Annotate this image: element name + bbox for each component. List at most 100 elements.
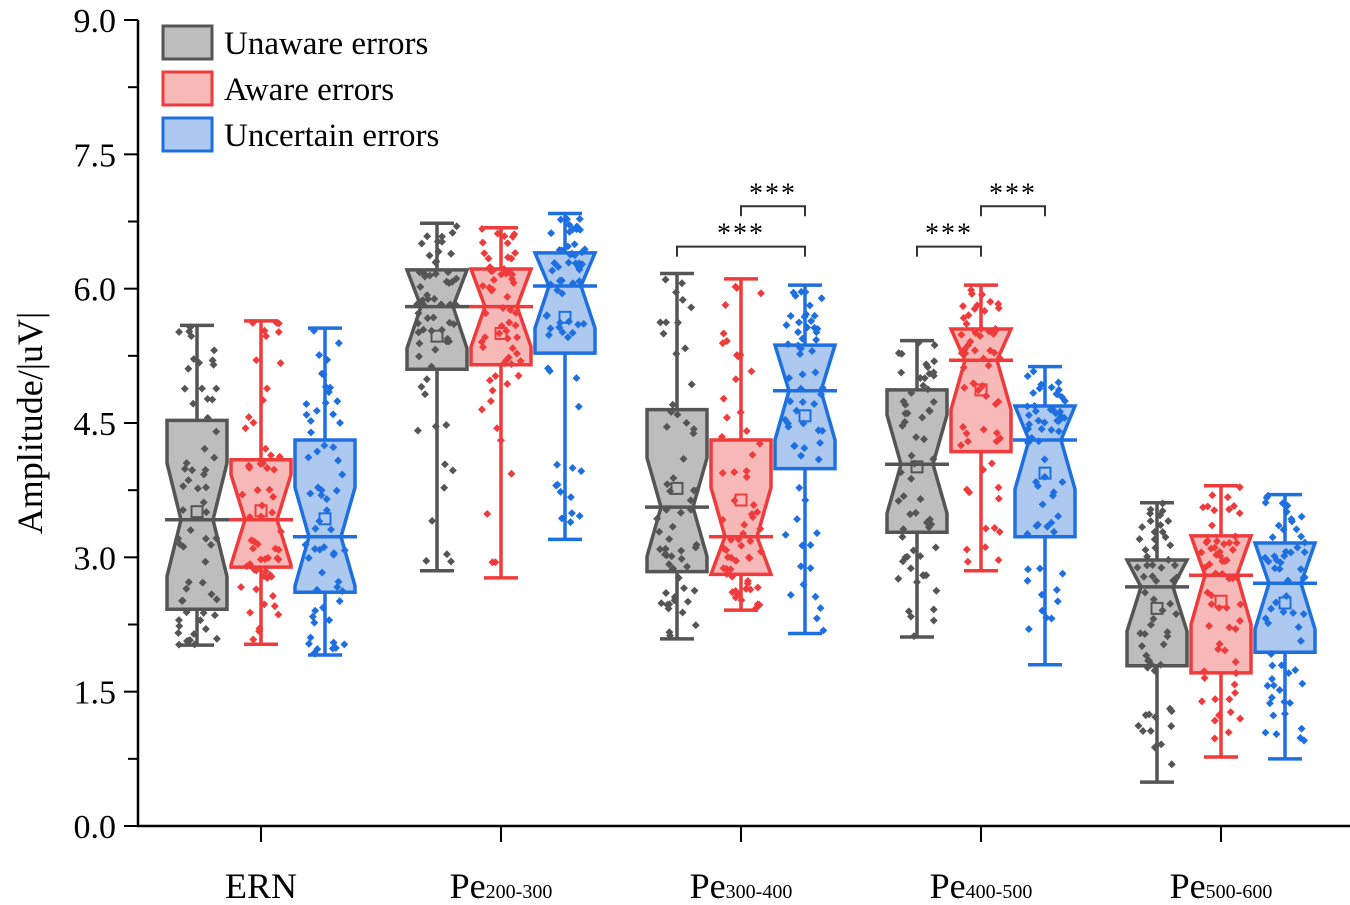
data-point [497,270,506,279]
data-point [989,329,998,338]
data-point [686,496,695,505]
data-point [554,262,563,271]
data-point [678,608,687,617]
data-point [440,483,449,492]
data-point [686,505,695,514]
data-point [660,550,669,559]
data-point [894,496,903,505]
data-point [793,515,802,524]
data-point [190,640,199,649]
data-point [1272,730,1281,739]
data-point [317,491,326,500]
data-point [414,328,423,337]
data-point [894,574,903,583]
mean-marker [1150,601,1164,615]
data-point [546,324,555,333]
data-point [437,300,446,309]
data-point [672,288,680,297]
data-point [805,301,814,310]
data-point [241,424,250,433]
data-point [178,596,186,605]
data-point [306,428,315,437]
data-point [276,359,285,368]
data-point [919,571,928,580]
data-point [500,265,509,274]
mean-marker [558,310,572,324]
significance-label: *** [717,219,765,250]
data-point [422,556,431,565]
data-point [1158,499,1167,508]
significance-bracket: *** [740,178,806,217]
data-point [212,634,221,643]
data-point [321,382,330,391]
data-point [1261,728,1270,737]
data-point [913,578,921,587]
data-point [736,408,745,417]
data-point [414,309,423,318]
data-point [415,268,424,277]
data-point [723,553,732,562]
data-point [301,540,310,549]
data-point [962,429,971,438]
data-point [1037,380,1046,389]
data-point [478,281,487,290]
data-point [1230,502,1238,510]
data-point [438,232,446,241]
data-point [807,317,816,326]
data-point [794,318,803,327]
data-point [552,481,561,490]
data-point [781,530,790,539]
data-point [740,520,749,529]
data-point [1167,760,1176,769]
data-point [413,426,422,435]
data-point [338,587,347,595]
data-point [237,583,245,592]
data-point [503,292,512,301]
y-tick-label: 9.0 [74,3,117,40]
data-point [897,368,906,377]
data-point [179,506,187,514]
data-point [657,599,666,608]
box-unaware-errors [885,338,949,641]
y-tick-label: 3.0 [74,540,117,577]
data-point [253,540,262,549]
data-point [718,469,727,477]
data-point [669,474,678,483]
box-aware-errors [948,283,1014,573]
data-point [1037,425,1046,433]
data-point [444,268,453,277]
data-point [718,515,727,524]
data-point [572,374,581,383]
data-point [990,524,999,532]
data-point [424,295,433,304]
data-point [1211,569,1220,578]
data-point [970,346,979,355]
data-point [425,251,434,260]
data-point [737,541,746,550]
data-point [422,375,431,384]
data-point [719,394,728,403]
data-point [1042,613,1051,622]
data-point [785,374,793,382]
data-point [274,319,283,328]
data-point [311,606,320,615]
data-point [800,444,809,453]
box-aware-errors [229,318,293,646]
data-point [931,543,940,552]
data-point [493,424,501,433]
data-point [276,527,285,536]
data-point [1226,708,1235,717]
data-point [310,326,318,335]
data-point [1225,695,1234,704]
data-point [567,509,576,518]
data-point [727,535,735,544]
data-point [896,468,905,477]
data-point [806,564,815,573]
data-point [1269,711,1278,720]
data-point [994,483,1003,492]
significance-bracket: *** [676,219,806,257]
data-point [304,554,313,562]
data-point [208,356,217,365]
data-point [310,618,319,627]
data-point [315,351,324,360]
